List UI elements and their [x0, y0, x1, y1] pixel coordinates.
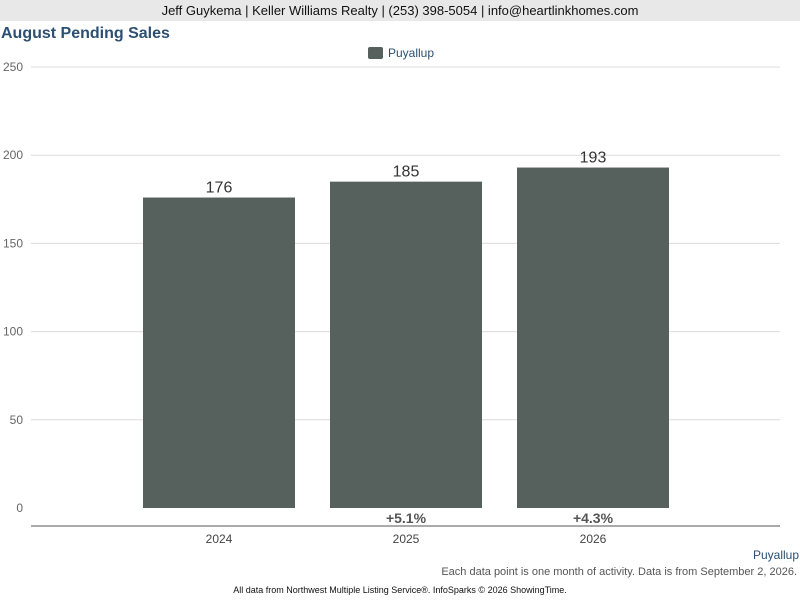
y-axis-ticks: 0 50 100 150 200 250: [3, 60, 23, 515]
change-label: +5.1%: [386, 510, 427, 526]
x-axis-ticks: 2024 2025 2026: [206, 532, 607, 546]
bar: [517, 167, 669, 508]
y-tick-label: 150: [3, 236, 23, 250]
y-tick-label: 0: [16, 501, 23, 515]
legend-swatch: [368, 47, 383, 59]
bar-value-label: 185: [393, 164, 420, 181]
change-labels: +5.1% +4.3%: [386, 510, 614, 526]
x-tick-label: 2024: [206, 532, 233, 546]
bar: [143, 197, 295, 508]
footer-source: All data from Northwest Multiple Listing…: [233, 585, 567, 595]
value-labels: 176 185 193: [206, 150, 607, 197]
x-tick-label: 2026: [580, 532, 607, 546]
bars: [143, 167, 669, 508]
bar-value-label: 193: [580, 150, 607, 167]
bar-value-label: 176: [206, 180, 233, 197]
legend[interactable]: Puyallup: [368, 46, 434, 60]
contact-text: Jeff Guykema | Keller Williams Realty | …: [161, 3, 639, 18]
bar-chart: 0 50 100 150 200 250 176 185 193 +5.1% +4.3% 202…: [3, 60, 780, 546]
footer-note: Each data point is one month of activity…: [441, 566, 797, 578]
legend-label: Puyallup: [388, 46, 435, 60]
y-tick-label: 200: [3, 148, 23, 162]
chart-title: August Pending Sales: [1, 25, 170, 42]
x-tick-label: 2025: [393, 532, 420, 546]
y-tick-label: 100: [3, 325, 23, 339]
contact-header: Jeff Guykema | Keller Williams Realty | …: [0, 0, 800, 21]
y-tick-label: 50: [10, 413, 24, 427]
change-label: +4.3%: [573, 510, 614, 526]
y-tick-label: 250: [3, 60, 23, 74]
bar: [330, 181, 482, 508]
footer-series-label: Puyallup: [752, 548, 799, 562]
